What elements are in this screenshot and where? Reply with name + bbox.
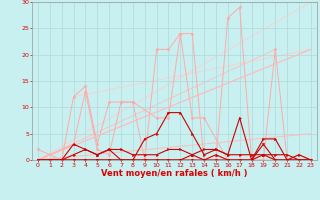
- X-axis label: Vent moyen/en rafales ( km/h ): Vent moyen/en rafales ( km/h ): [101, 169, 248, 178]
